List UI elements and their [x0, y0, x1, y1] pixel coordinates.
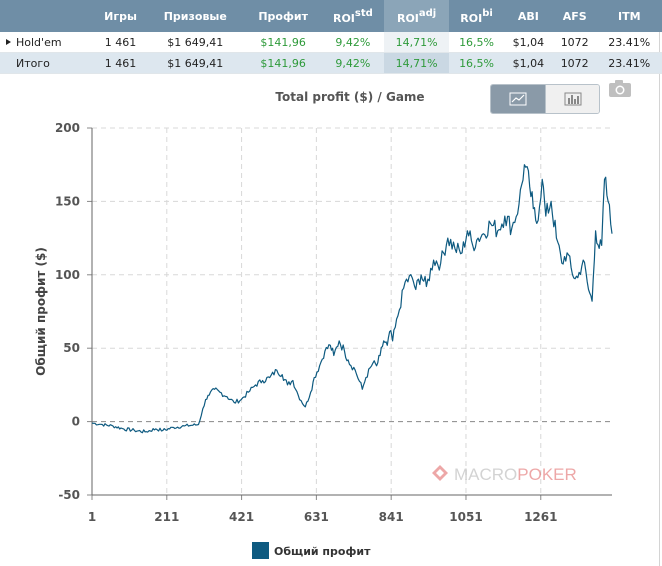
- y-tick-label: 200: [55, 121, 80, 135]
- chart-series: [91, 164, 613, 434]
- row-name: Итого: [0, 52, 95, 74]
- legend-swatch: [252, 542, 269, 559]
- y-tick-label: 150: [55, 194, 80, 208]
- table-header-row: Игры Призовые Профит ROIstd ROIadj ROIbi…: [0, 0, 662, 32]
- header-roi-std-sup: std: [354, 7, 373, 19]
- cell-roi-adj: 14,71%: [383, 32, 450, 53]
- header-roi-bi-label: ROI: [460, 11, 483, 25]
- cell-roi-bi: 16,5%: [449, 32, 504, 53]
- row-name: Hold'em: [16, 35, 62, 49]
- header-roi-std[interactable]: ROIstd: [321, 0, 384, 32]
- header-prizes[interactable]: Призовые: [146, 0, 245, 32]
- cell-roi-bi: 16,5%: [449, 52, 504, 74]
- x-tick-label: 421: [229, 510, 254, 524]
- legend-label: Общий профит: [274, 545, 371, 558]
- header-itm[interactable]: ITM: [596, 0, 662, 32]
- header-roi-bi-sup: bi: [482, 7, 493, 19]
- watermark-text: MACROPOKER: [454, 465, 577, 484]
- x-tick-label: 1051: [449, 510, 482, 524]
- cell-roi-std: 9,42%: [321, 32, 384, 53]
- header-afs[interactable]: AFS: [552, 0, 597, 32]
- chart-legend[interactable]: Общий профит: [252, 542, 370, 559]
- cell-profit: $141,96: [244, 52, 322, 74]
- header-profit[interactable]: Профит: [244, 0, 322, 32]
- chart-title: Total profit ($) / Game: [275, 90, 425, 104]
- y-tick-label: 0: [72, 415, 80, 429]
- bar-chart-button[interactable]: [545, 85, 599, 113]
- header-roi-adj[interactable]: ROIadj: [383, 0, 450, 32]
- y-axis-label: Общий профит ($): [34, 247, 48, 376]
- watermark: MACROPOKER: [432, 465, 577, 484]
- cell-abi: $1,04: [503, 32, 553, 53]
- line-chart-button[interactable]: [491, 85, 545, 113]
- x-tick-label: 631: [304, 510, 329, 524]
- cell-itm: 23.41%: [596, 52, 662, 74]
- watermark-part2: POKER: [517, 465, 577, 484]
- table-row-total: Итого 1 461 $1 649,41 $141,96 9,42% 14,7…: [0, 52, 662, 74]
- line-chart-icon: [509, 92, 527, 106]
- profit-line-chart: -50 0 50 100 150 200 1 211 421 631 841 1051 1261 MAC…: [34, 121, 613, 524]
- chart-grid: [92, 127, 612, 496]
- camera-icon[interactable]: [608, 78, 632, 98]
- cell-itm: 23.41%: [596, 32, 662, 53]
- header-roi-std-label: ROI: [332, 11, 355, 25]
- cell-afs: 1072: [552, 52, 597, 74]
- cell-roi-std: 9,42%: [321, 52, 384, 74]
- cell-afs: 1072: [552, 32, 597, 53]
- watermark-logo-icon: [432, 465, 448, 481]
- cell-roi-adj: 14,71%: [383, 52, 450, 74]
- x-tick-label: 1: [88, 510, 96, 524]
- header-roi-adj-sup: adj: [418, 7, 437, 19]
- header-roi-adj-label: ROI: [396, 11, 419, 25]
- cell-games: 1 461: [95, 52, 147, 74]
- header-blank: [0, 0, 95, 32]
- x-tick-label: 211: [154, 510, 179, 524]
- cell-prizes: $1 649,41: [146, 32, 245, 53]
- right-border: [659, 0, 660, 566]
- bar-chart-icon: [564, 92, 582, 106]
- chart-type-toggle: [490, 84, 600, 114]
- chart-axes: -50 0 50 100 150 200 1 211 421 631 841 1051 1261: [55, 121, 612, 524]
- header-games[interactable]: Игры: [95, 0, 147, 32]
- cell-prizes: $1 649,41: [146, 52, 245, 74]
- x-tick-label: 1261: [524, 510, 557, 524]
- header-roi-bi[interactable]: ROIbi: [449, 0, 504, 32]
- table-row[interactable]: Hold'em 1 461 $1 649,41 $141,96 9,42% 14…: [0, 32, 662, 53]
- cell-abi: $1,04: [503, 52, 553, 74]
- cell-profit: $141,96: [244, 32, 322, 53]
- y-tick-label: 100: [55, 268, 80, 282]
- x-tick-label: 841: [379, 510, 404, 524]
- cell-games: 1 461: [95, 32, 147, 53]
- expand-arrow-icon[interactable]: [6, 38, 11, 45]
- watermark-part1: MACRO: [454, 465, 517, 484]
- y-tick-label: -50: [58, 488, 80, 502]
- row-name-cell[interactable]: Hold'em: [0, 32, 95, 53]
- series-line-0: [91, 164, 613, 434]
- header-abi[interactable]: ABI: [503, 0, 553, 32]
- y-tick-label: 50: [63, 341, 80, 355]
- row-total-name: Итого: [16, 56, 50, 70]
- stats-table: Игры Призовые Профит ROIstd ROIadj ROIbi…: [0, 0, 662, 74]
